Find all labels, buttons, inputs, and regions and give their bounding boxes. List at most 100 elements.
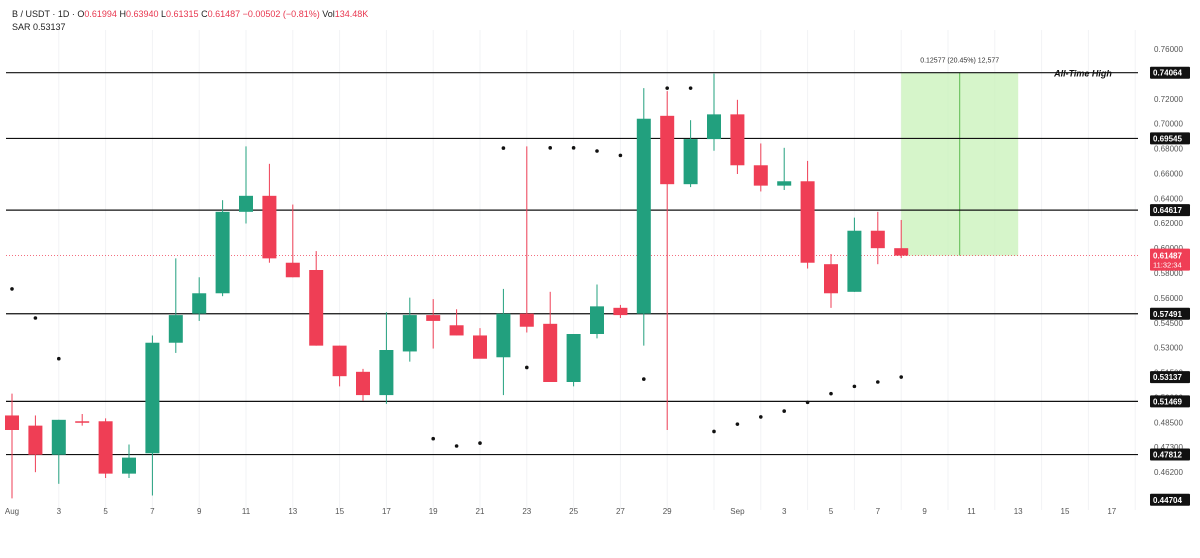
price-tick-label: 0.60000: [1154, 244, 1183, 253]
sar-value: 0.53137: [33, 22, 66, 32]
price-tick-label: 0.54500: [1154, 319, 1183, 328]
candle-body: [496, 313, 511, 358]
candle-body: [285, 262, 300, 278]
candle-body: [566, 334, 581, 382]
open-value: 0.61994: [84, 9, 117, 19]
candle-body: [215, 211, 230, 294]
candle-body: [28, 425, 43, 455]
high-value: 0.63940: [125, 9, 159, 19]
candles-layer: [5, 73, 909, 499]
price-axis[interactable]: 0.760000.740000.720000.700000.680000.660…: [1150, 45, 1190, 506]
level-price-label-bg: [1150, 66, 1190, 79]
level-price-label-bg: [1150, 307, 1190, 320]
time-tick-label: 17: [382, 507, 391, 516]
sar-dot: [548, 146, 552, 150]
time-tick-label: 21: [476, 507, 485, 516]
candle-body: [332, 345, 347, 377]
candle-body: [543, 323, 558, 382]
level-price-label: 0.74064: [1153, 69, 1182, 78]
candle-body: [519, 313, 534, 327]
candle-body: [239, 195, 253, 212]
candle-body: [753, 165, 768, 186]
time-tick-label: 15: [335, 507, 344, 516]
level-price-label-bg: [1150, 132, 1190, 145]
symbol-label[interactable]: B / USDT · 1D ·: [12, 9, 75, 19]
sar-dot: [899, 375, 903, 379]
countdown-label: 11:32:34: [1153, 261, 1182, 270]
sar-dot: [852, 384, 857, 389]
price-tick-label: 0.56000: [1154, 294, 1183, 303]
time-axis[interactable]: Aug 3 5 7 9 11 13 15 17 19 21 23 25 27 29 Sep 3 5 7 9 11 13 15…: [5, 507, 1117, 516]
sar-dot: [688, 86, 693, 90]
candle-body: [145, 342, 160, 454]
time-tick-label: Sep: [730, 507, 745, 516]
time-tick-label: 17: [1107, 507, 1116, 516]
candle-body: [379, 350, 394, 396]
sar-price-label: 0.53137: [1153, 373, 1182, 382]
level-price-label-bg: [1150, 395, 1190, 408]
candle-body: [894, 248, 909, 256]
level-price-label-bg: [1150, 204, 1190, 217]
price-tick-label: 0.70000: [1154, 120, 1183, 129]
candle-body: [473, 335, 487, 359]
time-tick-label: 7: [876, 507, 881, 516]
sar-dot: [33, 316, 38, 320]
time-tick-label: 29: [663, 507, 672, 516]
time-tick-label: 7: [150, 507, 155, 516]
sar-label[interactable]: SAR: [12, 22, 31, 32]
open-label: O: [77, 9, 85, 19]
sar-dot: [712, 429, 716, 434]
time-tick-label: 27: [616, 507, 625, 516]
candle-body: [426, 315, 441, 321]
time-tick-label: 3: [782, 507, 787, 516]
target-box-label: 0.12577 (20.45%) 12,577: [920, 58, 999, 65]
current-price-label: 0.61487: [1153, 252, 1182, 261]
price-tick-label: 0.58000: [1154, 269, 1183, 278]
candle-body: [870, 230, 885, 249]
sar-dot: [642, 377, 646, 381]
chart-header: B / USDT · 1D · O0.61994 H0.63940 L0.613…: [12, 8, 368, 34]
candle-body: [590, 306, 604, 334]
sar-dot: [501, 146, 506, 150]
time-tick-label: 23: [522, 507, 531, 516]
time-tick-label: 19: [429, 507, 438, 516]
price-tick-label: 0.64000: [1154, 194, 1183, 203]
candle-body: [262, 195, 277, 259]
price-tick-label: 0.53000: [1154, 344, 1183, 353]
level-price-label-bg: [1150, 493, 1190, 506]
time-tick-label: Aug: [5, 507, 19, 516]
candle-body: [5, 415, 19, 430]
all-time-high-caption: All-Time High: [1053, 69, 1112, 79]
sar-dot: [876, 380, 880, 384]
level-price-label: 0.44704: [1153, 496, 1182, 505]
sar-dot: [665, 86, 669, 90]
change-value: −0.00502 (−0.81%): [242, 9, 320, 19]
sar-layer: [10, 86, 903, 448]
sar-dot: [57, 356, 61, 361]
time-tick-label: 5: [103, 507, 108, 516]
time-tick-label: 13: [288, 507, 297, 516]
candle-body: [847, 230, 862, 292]
ohlc-line: B / USDT · 1D · O0.61994 H0.63940 L0.613…: [12, 8, 368, 21]
candle-body: [51, 419, 66, 455]
volume-label: Vol: [322, 9, 335, 19]
low-label: L: [161, 9, 167, 19]
sar-dot: [571, 146, 576, 150]
price-tick-label: 0.46200: [1154, 468, 1183, 477]
sar-dot: [10, 287, 14, 291]
candle-body: [122, 457, 136, 474]
price-tick-label: 0.66000: [1154, 169, 1183, 178]
candle-body: [636, 118, 651, 314]
time-tick-label: 11: [967, 507, 976, 516]
time-tick-label: 13: [1014, 507, 1023, 516]
time-tick-label: 25: [569, 507, 578, 516]
candle-body: [613, 307, 628, 316]
target-box-layer: 0.12577 (20.45%) 12,577: [901, 58, 1019, 256]
candle-body: [449, 325, 464, 336]
price-tick-label: 0.47300: [1154, 443, 1183, 452]
candle-body: [730, 114, 745, 166]
candle-body: [75, 421, 90, 423]
high-label: H: [119, 9, 126, 19]
candle-body: [824, 264, 838, 294]
